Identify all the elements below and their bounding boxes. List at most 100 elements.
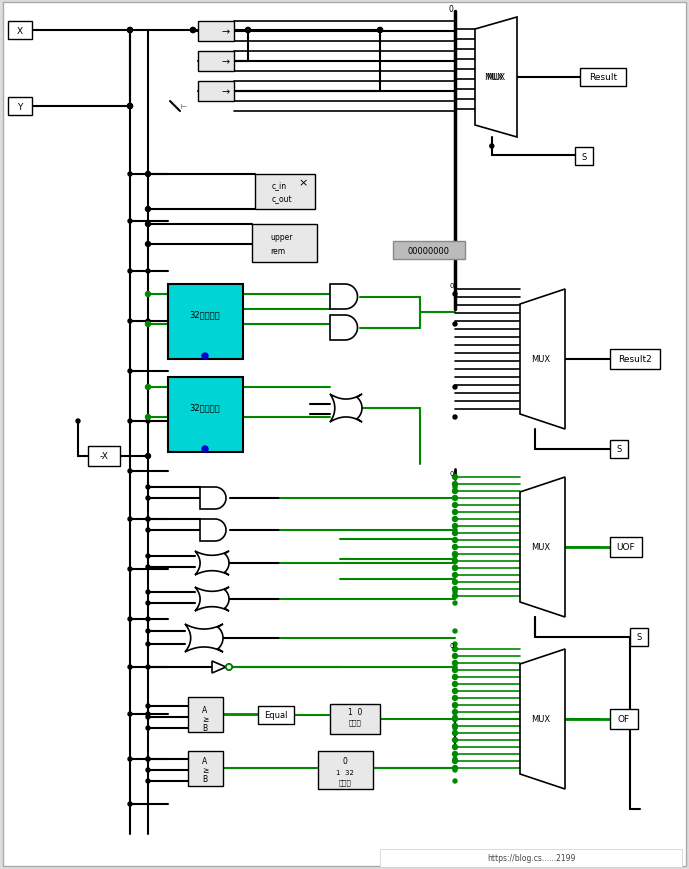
Circle shape (453, 759, 457, 764)
PathPatch shape (330, 285, 358, 309)
Circle shape (128, 469, 132, 474)
Circle shape (453, 554, 457, 559)
Bar (198, 82, 234, 102)
Bar (610, 441, 628, 459)
Circle shape (128, 802, 132, 806)
Circle shape (145, 242, 150, 247)
Circle shape (453, 653, 457, 659)
Circle shape (128, 105, 132, 109)
Circle shape (146, 601, 150, 606)
Circle shape (226, 664, 232, 670)
Circle shape (453, 757, 457, 761)
Circle shape (453, 566, 457, 569)
Circle shape (453, 538, 457, 543)
Circle shape (146, 566, 150, 569)
Circle shape (128, 713, 132, 716)
Bar (8, 98, 32, 116)
Circle shape (146, 704, 150, 708)
Bar (610, 537, 642, 557)
Circle shape (453, 590, 457, 594)
Circle shape (453, 517, 457, 521)
Circle shape (453, 731, 457, 736)
Text: 扩展器: 扩展器 (338, 779, 351, 786)
Circle shape (453, 715, 457, 720)
Bar (393, 242, 465, 260)
Circle shape (190, 29, 196, 34)
Text: 00000000: 00000000 (408, 246, 450, 255)
Text: 32位加法器: 32位加法器 (189, 310, 220, 319)
Circle shape (453, 503, 457, 507)
Text: c_in: c_in (272, 182, 287, 190)
Text: 1  32: 1 32 (336, 769, 354, 775)
Circle shape (145, 322, 150, 327)
Circle shape (146, 629, 150, 634)
PathPatch shape (185, 624, 223, 653)
Circle shape (453, 703, 457, 707)
Bar (8, 22, 32, 40)
Bar (255, 175, 315, 209)
Circle shape (453, 768, 457, 773)
Bar (318, 751, 373, 789)
Text: →: → (222, 87, 230, 96)
Bar (630, 628, 648, 647)
Circle shape (453, 580, 457, 585)
Bar (610, 349, 660, 369)
Circle shape (146, 528, 150, 533)
Circle shape (146, 715, 150, 720)
Circle shape (453, 510, 457, 515)
Circle shape (202, 354, 208, 360)
Circle shape (453, 573, 457, 578)
Text: Result2: Result2 (618, 355, 652, 364)
Circle shape (202, 447, 208, 453)
Text: S: S (582, 152, 586, 162)
Bar (610, 709, 638, 729)
Bar (198, 52, 234, 72)
Circle shape (453, 489, 457, 494)
Text: ≥: ≥ (202, 766, 208, 774)
Polygon shape (520, 477, 565, 617)
Polygon shape (520, 649, 565, 789)
Text: S: S (637, 633, 641, 642)
Circle shape (453, 566, 457, 571)
Circle shape (146, 554, 150, 559)
Text: -X: -X (100, 452, 108, 461)
Text: ≥: ≥ (202, 714, 208, 724)
Circle shape (128, 517, 132, 521)
Circle shape (453, 696, 457, 700)
Circle shape (378, 29, 382, 34)
Circle shape (453, 552, 457, 557)
Circle shape (146, 496, 150, 501)
Circle shape (453, 752, 457, 757)
Text: OF: OF (618, 714, 630, 724)
Circle shape (453, 666, 457, 669)
Text: upper: upper (270, 232, 293, 242)
Circle shape (453, 667, 457, 673)
Circle shape (453, 647, 457, 652)
Circle shape (453, 629, 457, 634)
Circle shape (453, 475, 457, 480)
Text: A: A (203, 706, 207, 714)
PathPatch shape (195, 551, 229, 575)
Bar (168, 285, 243, 360)
Circle shape (145, 415, 150, 420)
PathPatch shape (195, 587, 229, 611)
Circle shape (76, 420, 80, 423)
Circle shape (453, 293, 457, 296)
Text: 0: 0 (450, 642, 454, 648)
Circle shape (146, 269, 150, 274)
Circle shape (146, 617, 150, 621)
Circle shape (146, 757, 150, 761)
Text: Equal: Equal (265, 711, 288, 720)
Circle shape (453, 587, 457, 592)
Bar (188, 751, 223, 786)
Circle shape (453, 642, 457, 647)
Text: A: A (203, 757, 207, 766)
PathPatch shape (200, 520, 226, 541)
Circle shape (453, 524, 457, 529)
Text: MUX: MUX (531, 543, 550, 552)
Circle shape (127, 29, 132, 34)
Circle shape (127, 29, 132, 34)
Circle shape (128, 617, 132, 621)
Circle shape (453, 717, 457, 721)
Bar (88, 447, 120, 467)
